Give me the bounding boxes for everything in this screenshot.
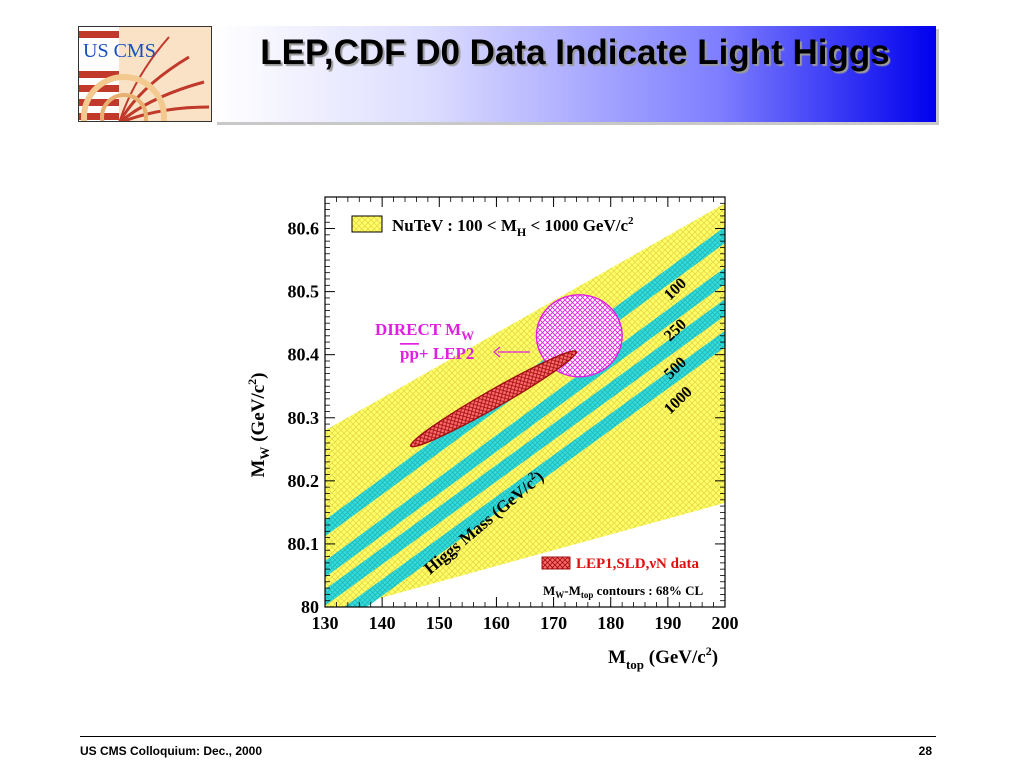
page-number: 28 bbox=[918, 744, 932, 758]
us-cms-logo: US CMS bbox=[78, 26, 212, 122]
slide-header: US CMS LEP,CDF D0 Data Indicate Light Hi… bbox=[78, 26, 936, 122]
nutev-legend-label: NuTeV : 100 < MH < 1000 GeV/c2 bbox=[392, 215, 634, 239]
x-tick-label: 150 bbox=[426, 613, 453, 633]
logo-text: US CMS bbox=[83, 40, 156, 62]
x-tick-label: 170 bbox=[540, 613, 567, 633]
higgs-band-500 bbox=[325, 299, 725, 606]
direct-mw-sublabel: pp+ LEP2 bbox=[400, 344, 474, 363]
y-axis-label: MW (GeV/c2) bbox=[245, 373, 272, 478]
y-tick-label: 80.4 bbox=[288, 345, 320, 365]
x-tick-label: 190 bbox=[654, 613, 681, 633]
lep1-legend-swatch bbox=[541, 556, 571, 570]
lep1-legend-label: LEP1,SLD,νN data bbox=[576, 556, 699, 572]
title-bar: LEP,CDF D0 Data Indicate Light Higgs bbox=[214, 26, 936, 122]
footer-text: US CMS Colloquium: Dec., 2000 bbox=[80, 744, 263, 758]
slide-title: LEP,CDF D0 Data Indicate Light Higgs bbox=[260, 33, 890, 72]
contours-note: MW-Mtop contours : 68% CL bbox=[543, 583, 704, 600]
y-tick-label: 80 bbox=[301, 597, 319, 617]
x-axis-label: Mtop (GeV/c2) bbox=[608, 644, 718, 672]
y-tick-label: 80.3 bbox=[288, 408, 320, 428]
lep1-ellipse bbox=[409, 350, 578, 448]
x-tick-label: 130 bbox=[312, 613, 339, 633]
footer-rule bbox=[80, 736, 936, 737]
y-tick-label: 80.2 bbox=[288, 471, 320, 491]
x-tick-label: 160 bbox=[483, 613, 510, 633]
axis-ticks: 130 140 150 160 170 180 190 200 80 80.1 80.2 80.3 80… bbox=[288, 196, 739, 633]
y-tick-label: 80.6 bbox=[288, 219, 320, 239]
nutev-legend-swatch bbox=[351, 215, 383, 233]
y-tick-label: 80.5 bbox=[288, 282, 320, 302]
direct-mw-label: DIRECT MW bbox=[375, 320, 474, 343]
x-tick-label: 180 bbox=[597, 613, 624, 633]
plot-frame bbox=[324, 196, 726, 608]
y-tick-label: 80.1 bbox=[288, 534, 320, 554]
direct-mw-arrow bbox=[493, 346, 530, 358]
figure: 130 140 150 160 170 180 190 200 80 80.1 80.2 80.3 80… bbox=[230, 175, 770, 675]
x-tick-label: 200 bbox=[712, 613, 739, 633]
higgs-band-250 bbox=[325, 267, 725, 578]
x-tick-label: 140 bbox=[369, 613, 396, 633]
us-cms-logo-graphic: US CMS bbox=[79, 27, 211, 121]
plot-area-ellipses bbox=[409, 294, 623, 448]
mw-mtop-chart: 130 140 150 160 170 180 190 200 80 80.1 80.2 80.3 80… bbox=[245, 196, 739, 672]
plot-area-bands bbox=[325, 203, 725, 607]
